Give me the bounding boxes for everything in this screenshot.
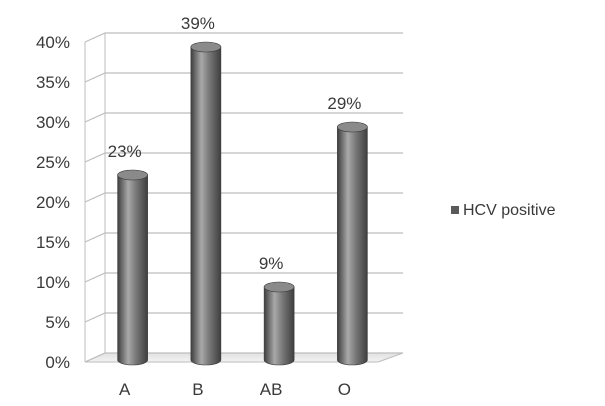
y-tick-label: 40%	[36, 33, 70, 52]
gridline	[84, 32, 403, 43]
gridline	[84, 192, 403, 203]
bar-top	[263, 281, 295, 293]
gridline	[84, 272, 403, 283]
y-tick-label: 30%	[36, 113, 70, 132]
y-tick-label: 0%	[45, 353, 70, 372]
bar-o	[337, 121, 368, 366]
bar-a	[117, 169, 148, 366]
bar-body	[337, 126, 368, 366]
legend: HCV positive	[451, 202, 556, 219]
legend-swatch	[451, 206, 459, 214]
bar-body	[263, 286, 295, 366]
gridline	[84, 72, 403, 83]
bar-b	[190, 41, 222, 366]
data-labels: 23% 39% 9% 29%	[108, 14, 362, 273]
x-tick-label: A	[119, 380, 131, 399]
gridlines	[84, 32, 403, 363]
y-tick-label: 15%	[36, 233, 70, 252]
x-tick-label: B	[192, 380, 203, 399]
x-tick-label: O	[338, 380, 351, 399]
data-label: 23%	[108, 142, 142, 161]
gridline	[84, 312, 403, 323]
bars	[117, 41, 368, 366]
data-label: 39%	[181, 14, 215, 33]
bar-top	[190, 41, 222, 53]
gridline	[84, 232, 403, 243]
gridline	[84, 352, 403, 363]
bar-top	[337, 121, 368, 133]
y-tick-label: 10%	[36, 273, 70, 292]
bar-body	[117, 174, 148, 366]
y-axis-ticks: 0% 5% 10% 15% 20% 25% 30% 35% 40%	[36, 33, 70, 372]
bar-body	[190, 46, 222, 366]
bar-ab	[263, 281, 295, 366]
bar-top	[117, 169, 148, 181]
y-tick-label: 35%	[36, 73, 70, 92]
y-tick-label: 20%	[36, 193, 70, 212]
y-tick-label: 25%	[36, 153, 70, 172]
data-label: 29%	[327, 94, 361, 113]
gridline	[84, 152, 403, 163]
legend-label: HCV positive	[463, 202, 556, 219]
x-axis-ticks: A B AB O	[119, 380, 351, 399]
data-label: 9%	[259, 254, 284, 273]
gridline	[84, 112, 403, 123]
y-tick-label: 5%	[45, 313, 70, 332]
x-tick-label: AB	[260, 380, 283, 399]
